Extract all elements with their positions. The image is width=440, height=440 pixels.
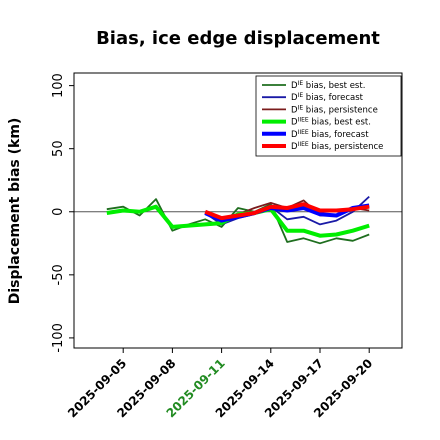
legend-box (255, 75, 402, 157)
series-line-6 (204, 202, 370, 221)
legend-entry: DIE bias, best est. (291, 80, 365, 91)
legend-entry: DIIEE bias, persistence (291, 141, 383, 152)
y-axis-label: Displacement bias (km) (7, 118, 23, 305)
series-line-2 (204, 195, 370, 226)
legend: DIE bias, best est.DIE bias, forecastDIE… (255, 75, 402, 157)
legend-entry: DIIEE bias, best est. (291, 117, 371, 128)
x-axis-ticks: 2025-09-052025-09-082025-09-112025-09-14… (65, 348, 375, 420)
y-tick-label: -100 (51, 323, 66, 353)
y-tick-label: 0 (51, 208, 66, 216)
chart-title: Bias, ice edge displacement (96, 28, 380, 49)
legend-entry: DIE bias, persistence (291, 104, 378, 115)
y-tick-label: -50 (51, 264, 66, 285)
legend-entry: DIE bias, forecast (291, 92, 364, 103)
y-tick-label: 50 (51, 140, 66, 157)
legend-entry: DIIEE bias, forecast (291, 129, 369, 140)
y-tick-label: 100 (51, 73, 66, 98)
plot-area-frame (73, 72, 403, 349)
series-layer (106, 195, 370, 245)
series-line-1 (106, 198, 370, 245)
y-axis-ticks: -100 -50 0 50 100 (51, 73, 74, 353)
